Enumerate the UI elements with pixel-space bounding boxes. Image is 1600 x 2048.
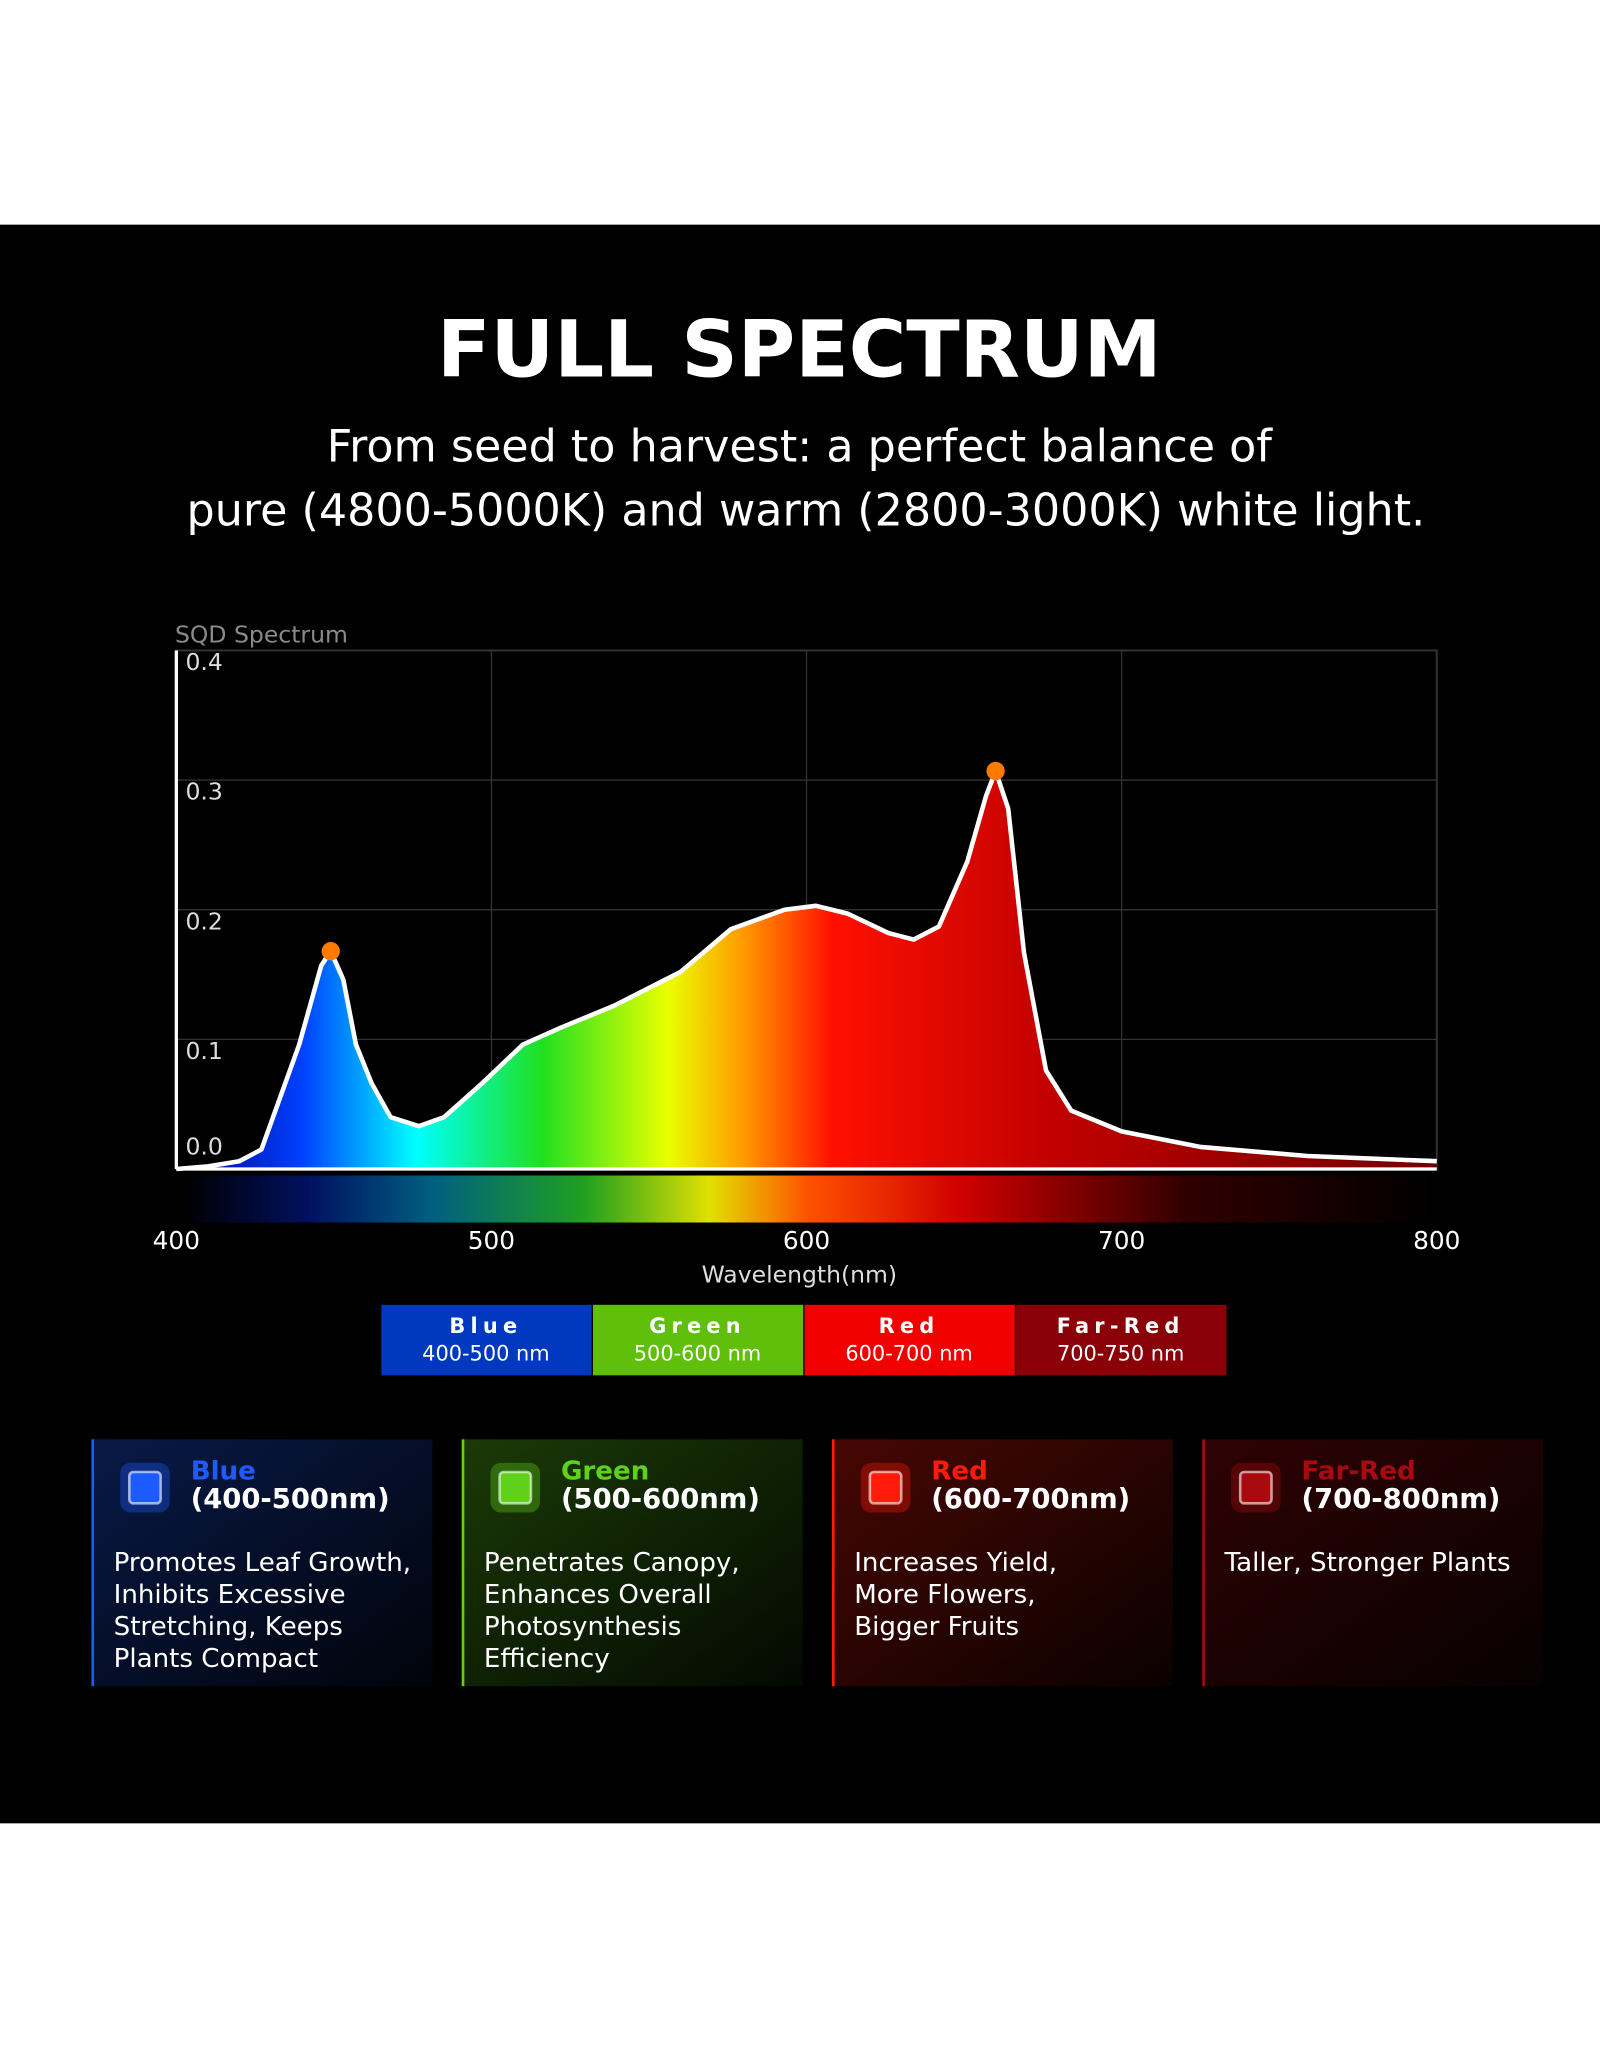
subtitle: From seed to harvest: a perfect balance … [327,421,1274,472]
spectrum-strip [182,1175,1437,1223]
x-axis-label: Wavelength(nm) [702,1261,898,1289]
card-border [91,1439,95,1687]
band-swatch [381,1304,592,1376]
card-title: Blue [191,1457,256,1487]
x-tick-label: 500 [468,1226,515,1255]
y-tick-label: 0.4 [185,648,222,676]
peak-marker [321,942,340,961]
card-body: Photosynthesis [484,1612,681,1642]
card-body: More Flowers, [854,1580,1035,1610]
card-icon [868,1470,903,1505]
card-body: Taller, Stronger Plants [1223,1548,1510,1578]
x-tick-label: 800 [1413,1226,1460,1255]
card-title: Far-Red [1302,1457,1416,1487]
card-border [832,1439,835,1687]
card-range: (600-700nm) [931,1484,1130,1515]
card-body: Increases Yield, [854,1548,1057,1578]
card-icon [498,1470,533,1505]
card-body: Penetrates Canopy, [484,1548,740,1578]
card-body: Stretching, Keeps [114,1612,343,1642]
y-tick-label: 0.3 [185,778,222,806]
y-tick-label: 0.2 [185,907,222,935]
peak-marker [986,761,1005,781]
card-body: Efficiency [484,1644,610,1674]
x-tick-label: 700 [1098,1226,1145,1255]
band-name: Blue [449,1314,522,1338]
band-swatch [592,1304,804,1376]
y-tick-label: 0.1 [185,1037,222,1065]
card-title: Red [931,1457,988,1487]
band-name: Far-Red [1057,1314,1185,1338]
card-range: (700-800nm) [1302,1484,1501,1515]
card-body: Enhances Overall [484,1580,712,1610]
x-tick-label: 600 [783,1226,830,1255]
band-range: 500-600 nm [634,1341,761,1365]
y-tick-label: 0.0 [185,1133,222,1161]
card-body: Bigger Fruits [854,1612,1019,1642]
band-range: 700-750 nm [1057,1341,1184,1365]
card-range: (400-500nm) [191,1484,390,1515]
card-icon [1238,1470,1273,1505]
band-swatch [804,1304,1015,1376]
card-body: Inhibits Excessive [114,1580,346,1610]
band-range: 400-500 nm [422,1341,549,1365]
band-range: 600-700 nm [845,1341,972,1365]
band-swatch [1016,1304,1227,1376]
band-name: Red [879,1314,940,1338]
x-tick-label: 400 [153,1226,200,1255]
card-title: Green [561,1457,649,1487]
spectrum-area [176,771,1437,1169]
title: FULL SPECTRUM [437,305,1162,396]
card-body: Plants Compact [114,1644,319,1674]
chart-title: SQD Spectrum [175,621,348,649]
subtitle: pure (4800-5000K) and warm (2800-3000K) … [187,485,1426,536]
card-range: (500-600nm) [561,1484,760,1515]
card-body: Promotes Leaf Growth, [114,1548,411,1578]
card-icon [127,1470,162,1505]
band-name: Green [649,1314,746,1338]
card-border [461,1439,465,1687]
card-border [1202,1439,1205,1687]
